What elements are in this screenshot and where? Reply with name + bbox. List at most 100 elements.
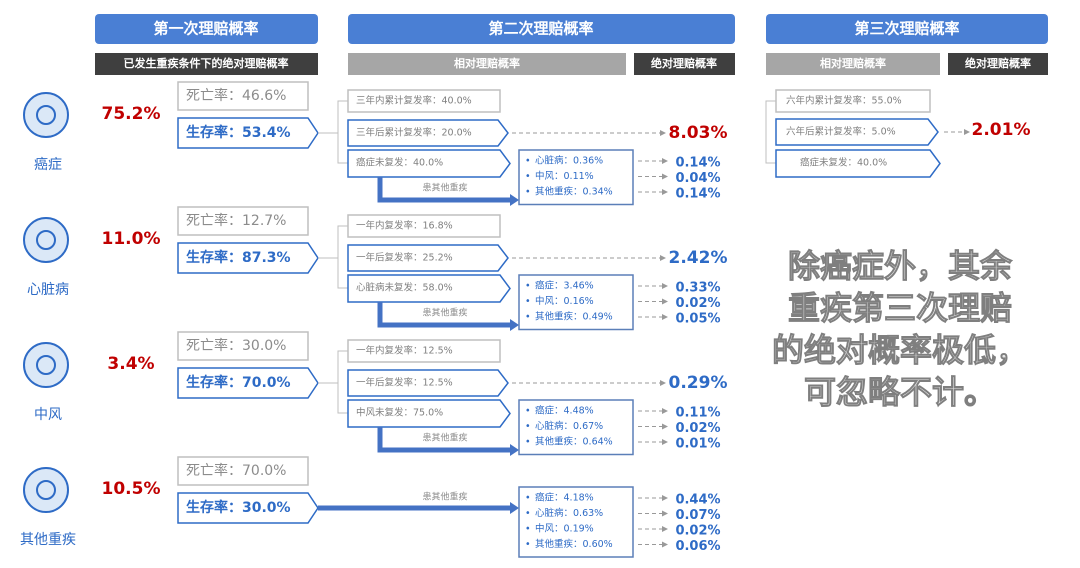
disease-name: 心脏病	[27, 282, 69, 298]
box	[177, 331, 309, 361]
subheader: 绝对理赔概率	[651, 56, 717, 70]
sub-rate: 癌症：4.18%	[535, 492, 594, 504]
arrow-head	[662, 495, 668, 501]
box	[518, 274, 634, 331]
box	[518, 149, 634, 206]
arrow-head	[660, 130, 666, 136]
relative-rate: 一年后复发率：12.5%	[356, 377, 453, 389]
bullet: •	[525, 493, 531, 504]
disease-icon	[23, 467, 69, 513]
disease-icon	[23, 217, 69, 263]
arrow-head	[662, 158, 668, 164]
disease-name: 中风	[34, 407, 62, 423]
arrow-head	[662, 423, 668, 430]
subheader-box	[95, 53, 318, 75]
sub-rate: 癌症：3.46%	[535, 280, 594, 292]
arrow-head	[662, 298, 668, 305]
arrow-head	[662, 283, 668, 289]
connector	[337, 100, 348, 164]
sub-absolute-rate: 0.06%	[675, 539, 720, 554]
arrow-head	[662, 510, 668, 517]
sub-absolute-rate: 0.07%	[675, 508, 720, 523]
arrow-head	[660, 380, 666, 386]
disease-icon-detail	[36, 105, 56, 125]
note-line: 的绝对概率极低，	[772, 331, 1028, 369]
arrow-box	[177, 367, 319, 399]
box	[347, 214, 501, 238]
arrow-head	[662, 408, 668, 414]
relative-rate: 一年内复发率：16.8%	[356, 220, 453, 232]
relative-rate: 六年内累计复发率：55.0%	[786, 95, 902, 107]
subheader-box	[766, 53, 940, 75]
arrow-box	[347, 369, 509, 397]
sub-absolute-rate: 0.05%	[675, 312, 720, 327]
sub-absolute-rate: 0.02%	[675, 421, 720, 436]
sub-absolute-rate: 0.04%	[675, 171, 720, 186]
sub-rate: 中风：0.11%	[535, 170, 594, 182]
relative-rate: 六年后累计复发率：5.0%	[786, 126, 896, 138]
subheader-box	[634, 53, 735, 75]
absolute-rate: 0.29%	[669, 373, 728, 393]
relative-rate: 三年内累计复发率：40.0%	[356, 95, 472, 107]
subheader-box	[948, 53, 1048, 75]
sub-absolute-rate: 0.44%	[675, 493, 720, 508]
relative-rate: 三年后累计复发率：20.0%	[356, 127, 472, 139]
header: 第二次理赔概率	[488, 20, 593, 38]
disease-icon-detail	[36, 480, 56, 500]
connector	[337, 350, 348, 414]
absolute-rate: 2.42%	[669, 248, 728, 268]
sub-rate: 心脏病：0.36%	[535, 155, 603, 167]
death-rate: 死亡率：46.6%	[186, 87, 286, 104]
disease-icon-detail	[36, 355, 56, 375]
box	[775, 89, 931, 113]
arrow-head	[510, 444, 519, 456]
survival-rate: 生存率：70.0%	[186, 374, 291, 391]
disease-icon	[23, 92, 69, 138]
sub-rate: 其他重疾：0.49%	[535, 311, 613, 323]
elbow-arrow	[377, 427, 512, 453]
survival-rate: 生存率：87.3%	[186, 249, 291, 266]
relative-rate: 一年后复发率：25.2%	[356, 252, 453, 264]
sub-rate: 中风：0.16%	[535, 295, 594, 307]
arrow-box	[347, 149, 511, 178]
bullet: •	[525, 281, 531, 292]
note-line: 可忽略不计。	[804, 373, 996, 411]
disease-name: 癌症	[34, 157, 62, 173]
survival-rate: 生存率：30.0%	[186, 499, 291, 516]
sub-rate: 心脏病：0.67%	[535, 420, 603, 432]
bullet: •	[525, 508, 531, 519]
sub-absolute-rate: 0.02%	[675, 524, 720, 539]
sub-rate: 心脏病：0.63%	[535, 507, 603, 519]
relative-rate: 癌症未复发：40.0%	[356, 157, 443, 169]
sub-absolute-rate: 0.02%	[675, 296, 720, 311]
subheader: 绝对理赔概率	[965, 56, 1031, 70]
relative-rate: 心脏病未复发：58.0%	[356, 282, 453, 294]
sub-absolute-rate: 0.01%	[675, 437, 720, 452]
sub-rate: 其他重疾：0.34%	[535, 186, 613, 198]
header: 第三次理赔概率	[854, 20, 959, 38]
relative-rate: 一年内复发率：12.5%	[356, 345, 453, 357]
first-claim-rate: 75.2%	[102, 104, 161, 124]
death-rate: 死亡率：30.0%	[186, 337, 286, 354]
bullet: •	[525, 406, 531, 417]
subheader-box	[348, 53, 626, 75]
absolute-rate: 2.01%	[972, 120, 1031, 140]
arrow-head	[964, 129, 970, 135]
box	[347, 89, 501, 113]
arrow-head	[662, 541, 668, 548]
bullet: •	[525, 156, 531, 167]
death-rate: 死亡率：70.0%	[186, 462, 286, 479]
disease-name: 其他重疾	[20, 532, 76, 548]
first-claim-rate: 10.5%	[102, 479, 161, 499]
sub-absolute-rate: 0.14%	[675, 187, 720, 202]
relative-rate: 癌症未复发：40.0%	[800, 157, 887, 169]
arrow-head	[662, 526, 668, 532]
relative-rate: 中风未复发：75.0%	[356, 407, 443, 419]
arrow-box	[177, 492, 319, 524]
header-box	[766, 14, 1048, 44]
arrow-box	[177, 117, 319, 149]
connector	[765, 100, 776, 164]
bullet: •	[525, 437, 531, 448]
box	[177, 81, 309, 111]
